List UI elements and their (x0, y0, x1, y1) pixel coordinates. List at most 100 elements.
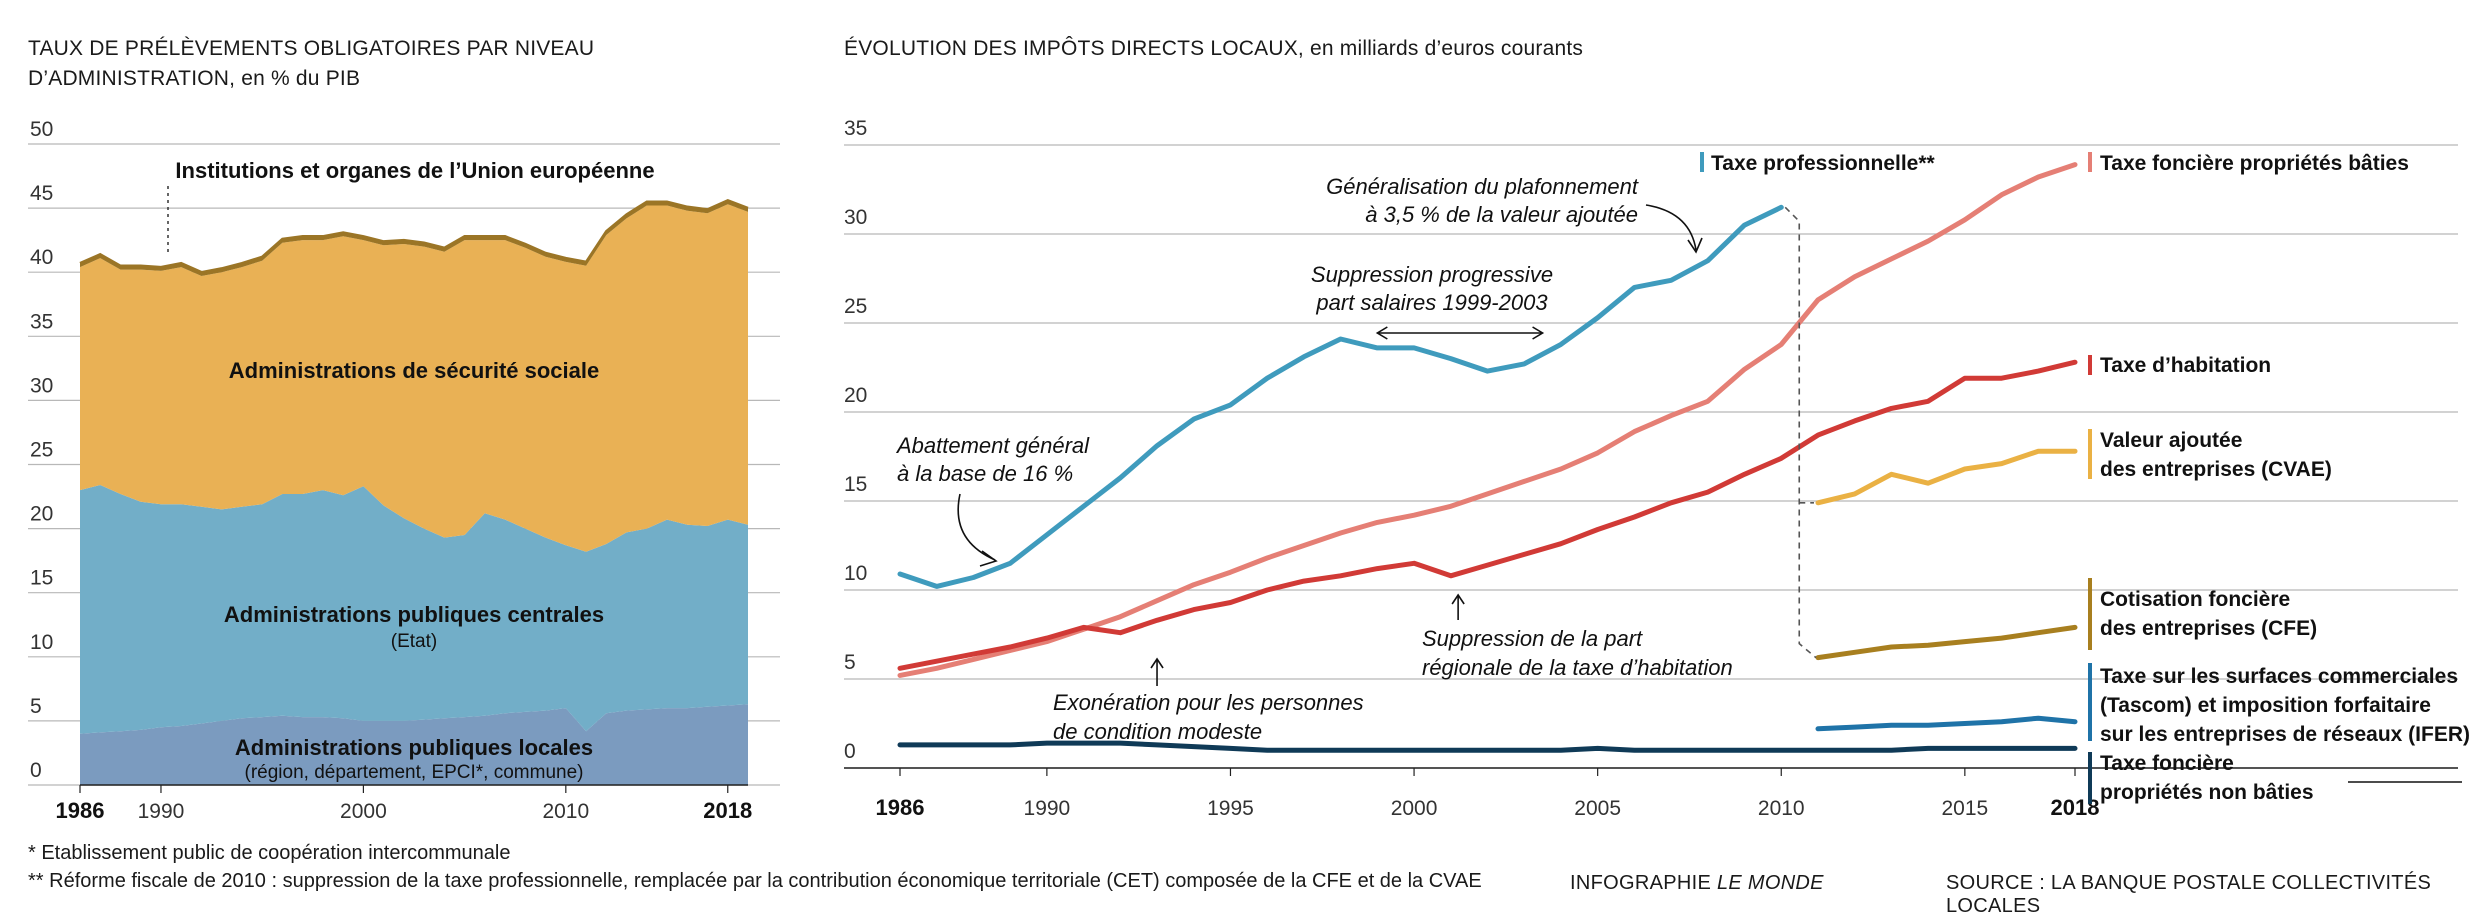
area-series-4-edge (79, 199, 749, 274)
annot-exoneration-arrowhead (1150, 657, 1164, 669)
credit-brand: LE MONDE (1716, 872, 1824, 894)
legend-swatch-tfpb (2088, 152, 2092, 172)
y-tick-50: 50 (30, 118, 53, 141)
area-series-2 (80, 485, 748, 734)
y-tick-30: 30 (844, 206, 867, 229)
label-local-admin-detail: (région, département, EPCI*, commune) (245, 762, 584, 783)
legend-tp-line-1: Taxe professionnelle** (1711, 152, 1936, 175)
x-tick-1986: 1986 (56, 798, 105, 823)
label-central-admin: Administrations publiques centrales (224, 602, 604, 627)
line-tfpb (897, 162, 2078, 678)
legend-swatch-tp (1700, 152, 1704, 172)
y-tick-35: 35 (30, 310, 53, 333)
area-series-4 (80, 200, 748, 276)
right-annotations: Généralisation du plafonnement à 3,5 % de… (895, 174, 1733, 744)
legend-cfe-line-1: Cotisation foncière (2100, 588, 2290, 611)
annot-suppression-salaires-line-2: part salaires 1999-2003 (1315, 290, 1548, 315)
footnote-epci: * Etablissement public de coopération in… (28, 842, 511, 864)
x-tick-2000: 2000 (340, 800, 387, 823)
line-tp (897, 204, 1784, 589)
y-tick-30: 30 (30, 374, 53, 397)
legend-cvae-line-2: des entreprises (CVAE) (2100, 458, 2332, 481)
left-chart-title: TAUX DE PRÉLÈVEMENTS OBLIGATOIRES PAR NI… (28, 34, 688, 94)
legend-tfpb-line-1: Taxe foncière propriétés bâties (2100, 152, 2409, 175)
x-tick-2010: 2010 (542, 800, 589, 823)
annot-suppression-regionale-line-1: Suppression de la part (1422, 626, 1643, 651)
area-series-3 (80, 204, 748, 552)
line-th (897, 359, 2078, 671)
x-tick-1995: 1995 (1207, 797, 1254, 820)
legend-swatch-cvae (2088, 429, 2092, 479)
line-tascom (1815, 715, 2078, 732)
annot-salaires-left-head (1375, 326, 1388, 340)
right-x-axis: 1986 1990 1995 2000 2005 2010 2015 2018 (876, 768, 2100, 820)
right-grid (844, 144, 2458, 769)
left-area-labels: Administrations publiques locales(région… (167, 158, 655, 783)
legend-cfe-line-2: des entreprises (CFE) (2100, 617, 2317, 640)
x-tick-2018: 2018 (703, 798, 752, 823)
x-tick-2010: 2010 (1758, 797, 1805, 820)
line-cvae (1815, 448, 2078, 506)
legend-swatch-tfnb (2088, 752, 2092, 804)
x-tick-2000: 2000 (1391, 797, 1438, 820)
annot-plafonnement-arrow (1645, 204, 1697, 251)
annot-abattement-line-1: Abattement général (895, 433, 1090, 458)
legend-tascom-line-2: (Tascom) et imposition forfaitaire (2100, 694, 2431, 717)
x-tick-2018: 2018 (2051, 795, 2100, 820)
annot-suppression-regionale-line-2: régionale de la taxe d’habitation (1422, 655, 1733, 680)
y-tick-25: 25 (30, 439, 53, 462)
y-tick-20: 20 (844, 384, 867, 407)
annot-suppression-salaires-line-1: Suppression progressive (1311, 262, 1553, 287)
stacked-area-chart: 0 5 10 15 20 25 30 35 40 45 50 1986 1990 2000 2010 201… (28, 118, 780, 823)
label-local-admin: Administrations publiques locales (235, 735, 593, 760)
y-tick-5: 5 (30, 695, 42, 718)
annot-plafonnement-line-2: à 3,5 % de la valeur ajoutée (1365, 202, 1638, 227)
reform-connector (1784, 206, 1817, 659)
line-tfnb (897, 740, 2078, 753)
x-tick-2015: 2015 (1941, 797, 1988, 820)
credit-prefix: INFOGRAPHIE (1570, 872, 1717, 894)
left-y-axis: 0 5 10 15 20 25 30 35 40 45 50 (30, 118, 53, 782)
y-tick-25: 25 (844, 295, 867, 318)
annot-exoneration-line-1: Exonération pour les personnes (1053, 690, 1364, 715)
right-chart-title: ÉVOLUTION DES IMPÔTS DIRECTS LOCAUX, en … (844, 37, 1584, 60)
y-tick-0: 0 (844, 740, 856, 763)
legend-tfnb-line-2: propriétés non bâties (2100, 781, 2314, 804)
legend-cvae-line-1: Valeur ajoutée (2100, 429, 2242, 452)
legend-tfnb-line-1: Taxe foncière (2100, 752, 2234, 775)
legend-swatch-tascom (2088, 663, 2092, 741)
x-tick-1986: 1986 (876, 795, 925, 820)
label-central-admin-detail: (Etat) (391, 631, 437, 652)
y-tick-35: 35 (844, 117, 867, 140)
x-tick-2005: 2005 (1574, 797, 1621, 820)
right-legend: Taxe professionnelle** Taxe foncière prop… (1700, 152, 2470, 804)
annot-plafonnement-line-1: Généralisation du plafonnement (1326, 174, 1639, 199)
annot-abattement-arrow (957, 493, 996, 561)
left-areas (79, 199, 749, 786)
y-tick-0: 0 (30, 759, 42, 782)
y-tick-10: 10 (844, 562, 867, 585)
y-tick-5: 5 (844, 651, 856, 674)
legend-swatch-cfe (2088, 578, 2092, 650)
annot-plafonnement-arrowhead (1687, 237, 1703, 254)
left-chart-title-line2: D’ADMINISTRATION, en % du PIB (28, 67, 361, 90)
left-chart-title-line1: TAUX DE PRÉLÈVEMENTS OBLIGATOIRES PAR NI… (28, 37, 595, 60)
y-tick-15: 15 (30, 567, 53, 590)
x-tick-1990: 1990 (138, 800, 185, 823)
right-lines (897, 162, 2078, 753)
footnote-reform: ** Réforme fiscale de 2010 : suppression… (28, 870, 1482, 892)
y-tick-10: 10 (30, 631, 53, 654)
line-chart: 0 5 10 15 20 25 30 35 1986 1990 1995 2000 2005 2010 2… (844, 117, 2470, 820)
legend-swatch-th (2088, 355, 2092, 375)
annot-regionale-arrowhead (1451, 593, 1465, 605)
y-tick-40: 40 (30, 246, 53, 269)
y-tick-20: 20 (30, 503, 53, 526)
line-cfe (1815, 624, 2078, 661)
label-eu-institutions: Institutions et organes de l’Union europ… (175, 158, 654, 183)
annot-exoneration-line-2: de condition modeste (1053, 719, 1262, 744)
annot-salaires-right-head (1532, 326, 1545, 340)
credit: INFOGRAPHIE LE MONDE (1570, 872, 1824, 895)
left-x-axis: 1986 1990 2000 2010 2018 (56, 785, 752, 823)
legend-tascom-line-3: sur les entreprises de réseaux (IFER) (2100, 723, 2470, 746)
